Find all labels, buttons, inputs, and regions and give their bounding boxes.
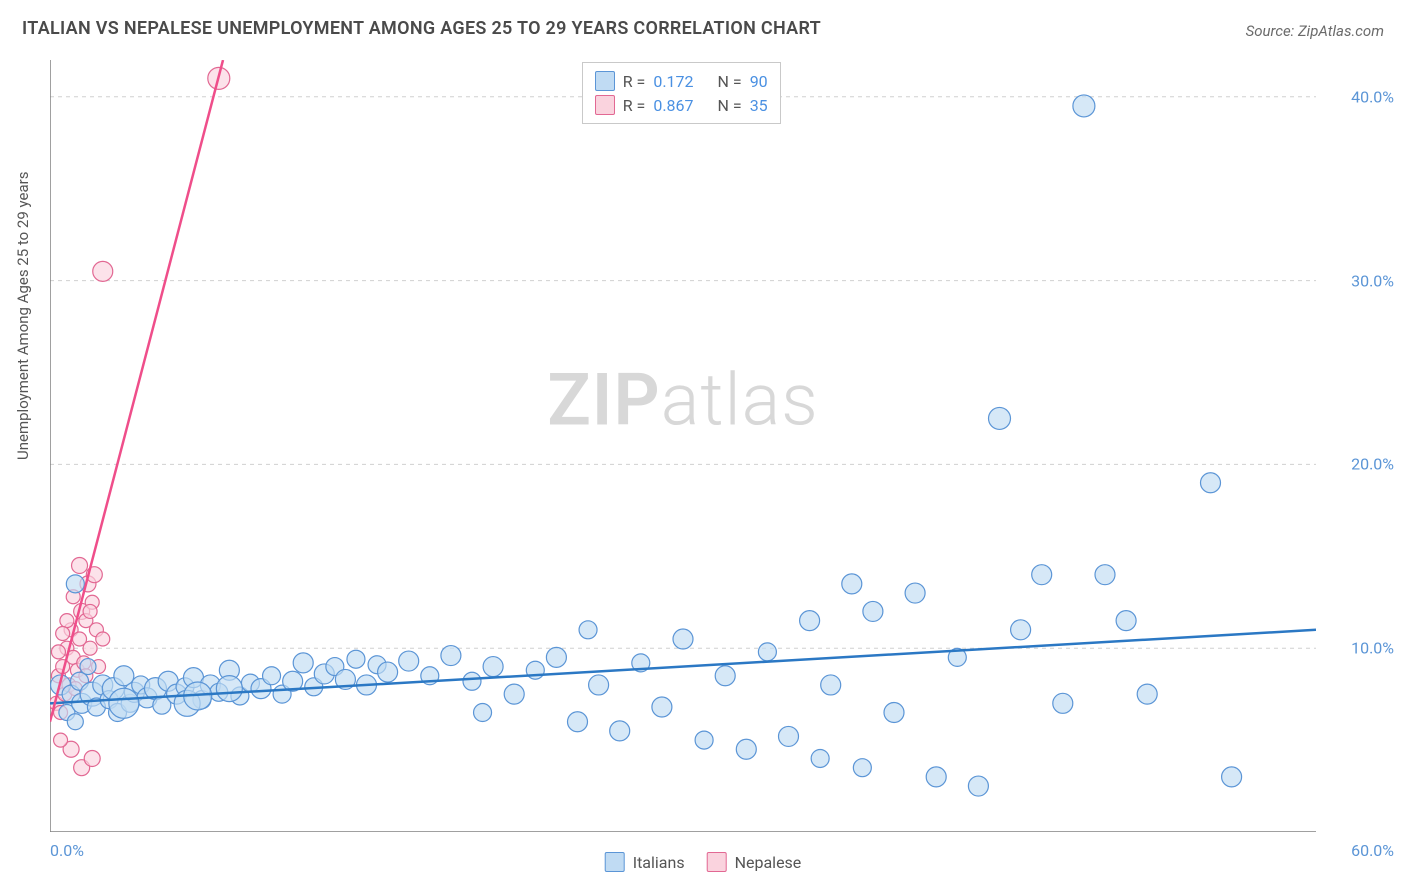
- legend-item-nepalese: Nepalese: [707, 852, 802, 872]
- legend-label-nepalese: Nepalese: [735, 853, 802, 872]
- scatter-plot-svg: [50, 60, 1316, 832]
- source-attribution: Source: ZipAtlas.com: [1246, 22, 1384, 40]
- legend-label-italians: Italians: [633, 853, 685, 872]
- legend-r-label: R =: [623, 96, 646, 115]
- swatch-italians-icon: [605, 852, 625, 872]
- legend-n-italians: 90: [750, 72, 768, 91]
- chart-title: ITALIAN VS NEPALESE UNEMPLOYMENT AMONG A…: [22, 18, 821, 39]
- correlation-legend: R = 0.172 N = 90 R = 0.867 N = 35: [582, 62, 781, 124]
- legend-item-italians: Italians: [605, 852, 685, 872]
- legend-r-nepalese: 0.867: [653, 96, 693, 115]
- swatch-nepalese-icon: [707, 852, 727, 872]
- series-legend: Italians Nepalese: [605, 852, 802, 872]
- legend-n-label: N =: [718, 72, 742, 91]
- legend-n-label: N =: [718, 96, 742, 115]
- y-axis-label: Unemployment Among Ages 25 to 29 years: [14, 172, 32, 460]
- plot-area: R = 0.172 N = 90 R = 0.867 N = 35 ZIPatl…: [50, 60, 1316, 832]
- swatch-nepalese: [595, 95, 615, 115]
- y-tick-label: 20.0%: [1351, 455, 1394, 474]
- legend-n-nepalese: 35: [750, 96, 768, 115]
- x-tick-label: 60.0%: [1351, 841, 1394, 860]
- y-tick-label: 10.0%: [1351, 639, 1394, 658]
- legend-row-italians: R = 0.172 N = 90: [595, 69, 768, 93]
- x-tick-label: 0.0%: [50, 841, 84, 860]
- y-tick-label: 30.0%: [1351, 271, 1394, 290]
- y-tick-label: 40.0%: [1351, 87, 1394, 106]
- swatch-italians: [595, 71, 615, 91]
- legend-r-label: R =: [623, 72, 646, 91]
- legend-row-nepalese: R = 0.867 N = 35: [595, 93, 768, 117]
- legend-r-italians: 0.172: [653, 72, 693, 91]
